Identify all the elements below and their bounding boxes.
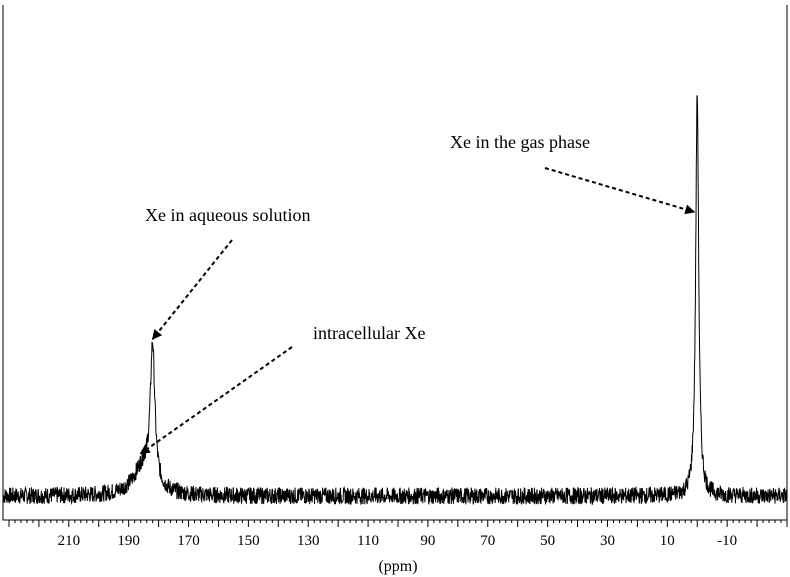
x-tick-label: 90 <box>420 533 435 549</box>
x-tick-label: -10 <box>717 533 737 549</box>
x-axis-label: (ppm) <box>378 558 417 575</box>
x-tick-label: 190 <box>117 533 140 549</box>
annotation-label: Xe in aqueous solution <box>145 205 310 225</box>
annotation-label: Xe in the gas phase <box>450 132 590 152</box>
x-axis-line <box>2 5 788 521</box>
x-tick-label: 50 <box>540 533 555 549</box>
x-tick-label: 10 <box>660 533 675 549</box>
x-tick-label: 210 <box>58 533 81 549</box>
x-tick-label: 150 <box>237 533 260 549</box>
spectrum-series-line <box>2 95 788 506</box>
annotation-label: intracellular Xe <box>313 323 425 343</box>
annotation-arrow <box>139 346 293 455</box>
x-tick-label: 110 <box>357 533 379 549</box>
annotation-arrow <box>151 239 233 340</box>
annotation-arrow <box>544 167 696 215</box>
x-tick-label: 130 <box>297 533 320 549</box>
x-tick-label: 70 <box>480 533 495 549</box>
x-tick-label: 30 <box>600 533 615 549</box>
x-tick-label: 170 <box>177 533 200 549</box>
